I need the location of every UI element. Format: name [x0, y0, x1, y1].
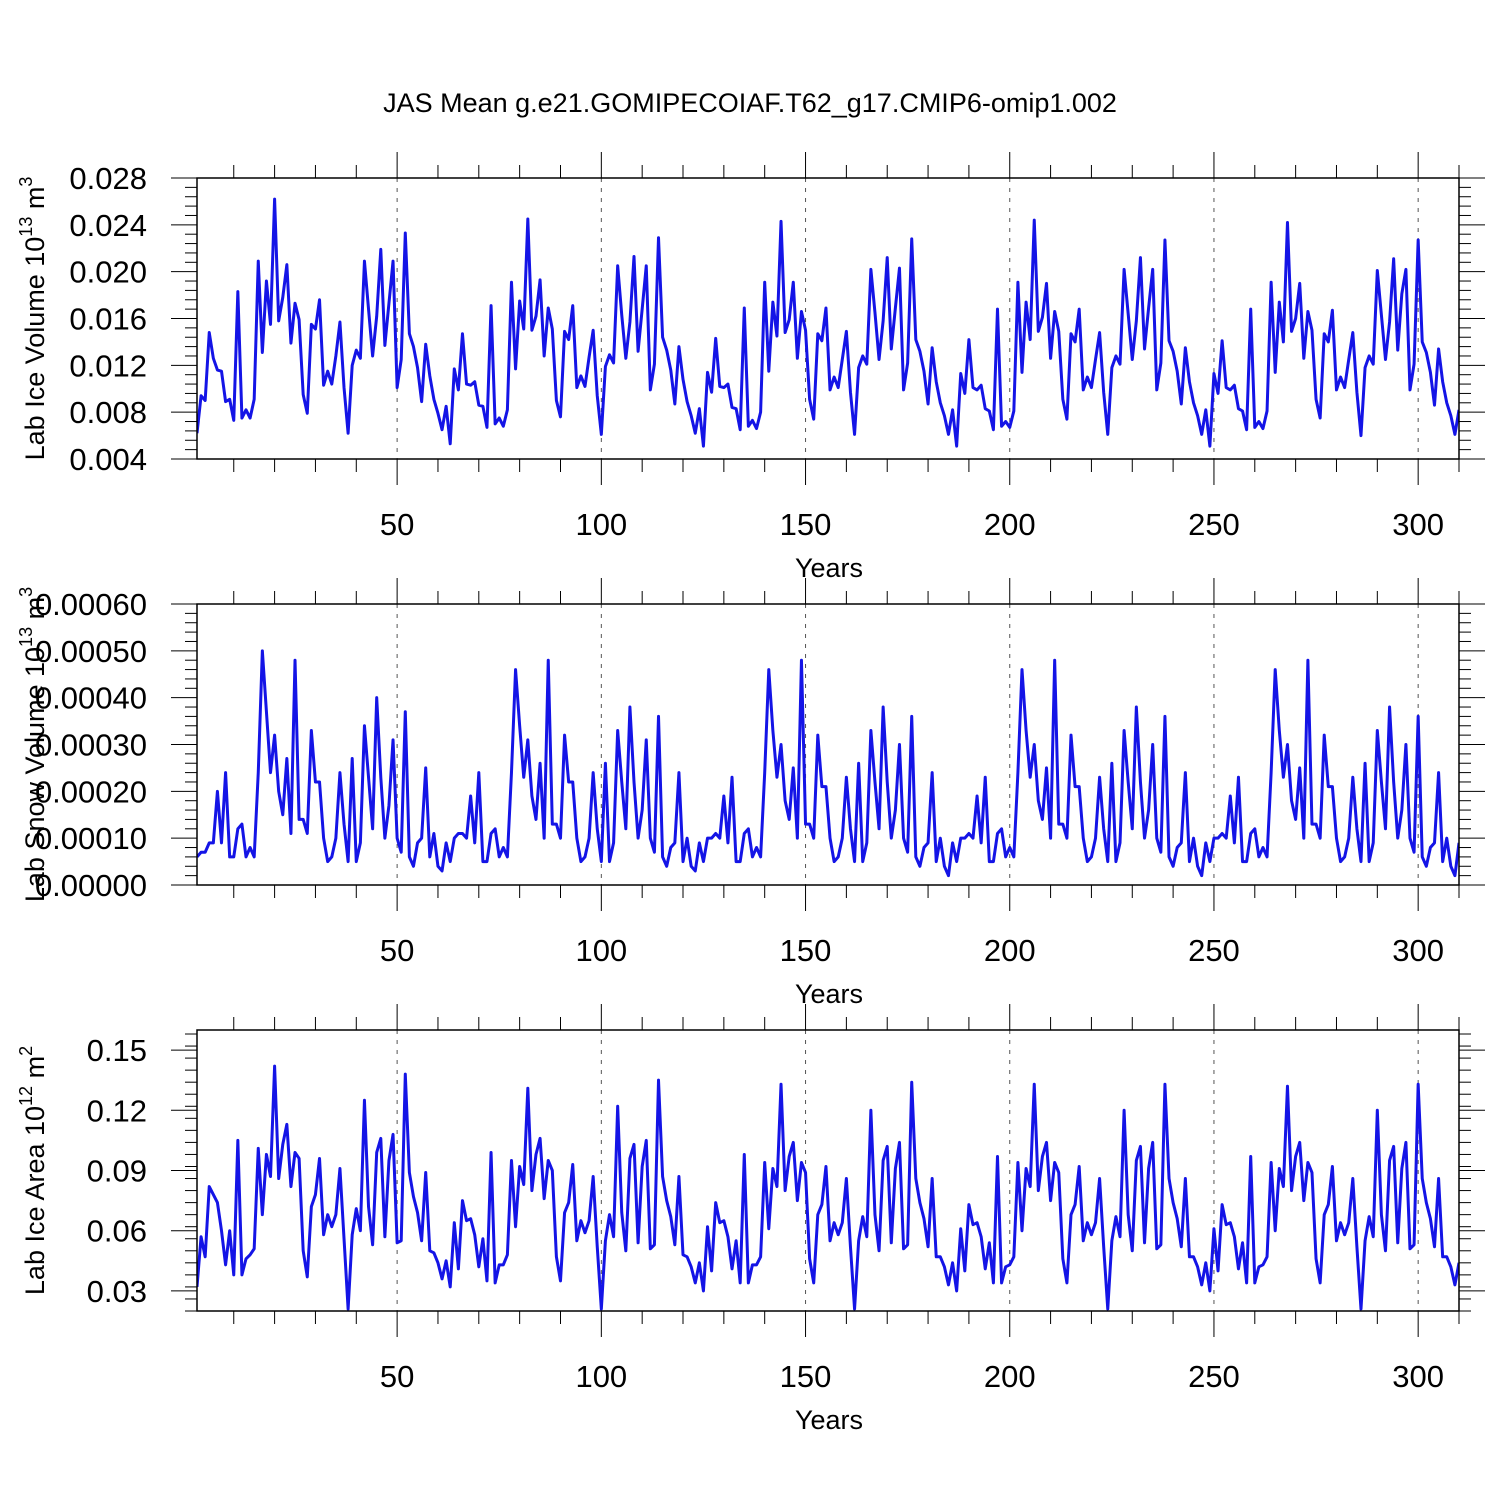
- y-tick-label: 0.00030: [35, 728, 147, 763]
- y-tick-label: 0.012: [69, 348, 147, 383]
- panel-snow-volume: 0.00000 0.00010 0.00020 0.00030 0.00040 0.000…: [16, 578, 1485, 1009]
- x-tick-label: 50: [380, 1359, 414, 1394]
- panel-ice-area: 0.03 0.06 0.09 0.12 0.15 50 100 150 200 250 300 Yea…: [16, 1004, 1485, 1435]
- y-tick-label: 0.00020: [35, 774, 147, 809]
- y-tick-label: 0.06: [87, 1214, 147, 1249]
- y-axis-label: Lab Ice Area 1012 m2: [16, 1046, 50, 1295]
- y-tick-label: 0.004: [69, 442, 147, 477]
- x-tick-label: 200: [984, 507, 1036, 542]
- y-tick-label: 0.020: [69, 255, 147, 290]
- y-tick-label: 0.15: [87, 1033, 147, 1068]
- x-tick-label: 300: [1392, 1359, 1444, 1394]
- x-tick-label: 150: [780, 1359, 832, 1394]
- x-tick-label: 50: [380, 933, 414, 968]
- y-tick-label: 0.016: [69, 302, 147, 337]
- y-tick-label: 0.12: [87, 1093, 147, 1128]
- x-tick-label: 250: [1188, 933, 1240, 968]
- y-tick-label: 0.00060: [35, 587, 147, 622]
- plot-frame: [196, 177, 1460, 460]
- x-tick-label: 150: [780, 933, 832, 968]
- x-axis-label: Years: [795, 553, 863, 583]
- y-tick-label: 0.00010: [35, 821, 147, 856]
- y-tick-label: 0.00050: [35, 634, 147, 669]
- series-line: [197, 1064, 1459, 1311]
- x-tick-label: 200: [984, 933, 1036, 968]
- y-tick-label: 0.03: [87, 1274, 147, 1309]
- x-tick-label: 250: [1188, 1359, 1240, 1394]
- y-axis-label: Lab Ice Volume 1013 m3: [16, 177, 50, 461]
- x-tick-label: 300: [1392, 933, 1444, 968]
- y-tick-label: 0.00000: [35, 868, 147, 903]
- x-tick-label: 100: [575, 933, 627, 968]
- x-axis-label: Years: [795, 1405, 863, 1435]
- series-line: [197, 197, 1459, 448]
- series-line: [197, 649, 1459, 878]
- panel-ice-volume: 0.004 0.008 0.012 0.016 0.020 0.024 0.028 50 100…: [16, 152, 1485, 583]
- x-tick-label: 300: [1392, 507, 1444, 542]
- x-axis-label: Years: [795, 979, 863, 1009]
- y-tick-label: 0.008: [69, 395, 147, 430]
- x-tick-label: 150: [780, 507, 832, 542]
- chart-title: JAS Mean g.e21.GOMIPECOIAF.T62_g17.CMIP6…: [383, 88, 1117, 118]
- plot-frame: [196, 603, 1460, 886]
- y-tick-label: 0.00040: [35, 681, 147, 716]
- y-tick-label: 0.09: [87, 1154, 147, 1189]
- x-tick-label: 100: [575, 507, 627, 542]
- x-tick-label: 250: [1188, 507, 1240, 542]
- plot-frame: [196, 1029, 1460, 1312]
- x-tick-label: 50: [380, 507, 414, 542]
- y-tick-label: 0.024: [69, 208, 147, 243]
- y-axis-label: Lab Snow Volume 1013 m3: [16, 587, 50, 902]
- y-tick-label: 0.028: [69, 161, 147, 196]
- x-tick-label: 200: [984, 1359, 1036, 1394]
- x-tick-label: 100: [575, 1359, 627, 1394]
